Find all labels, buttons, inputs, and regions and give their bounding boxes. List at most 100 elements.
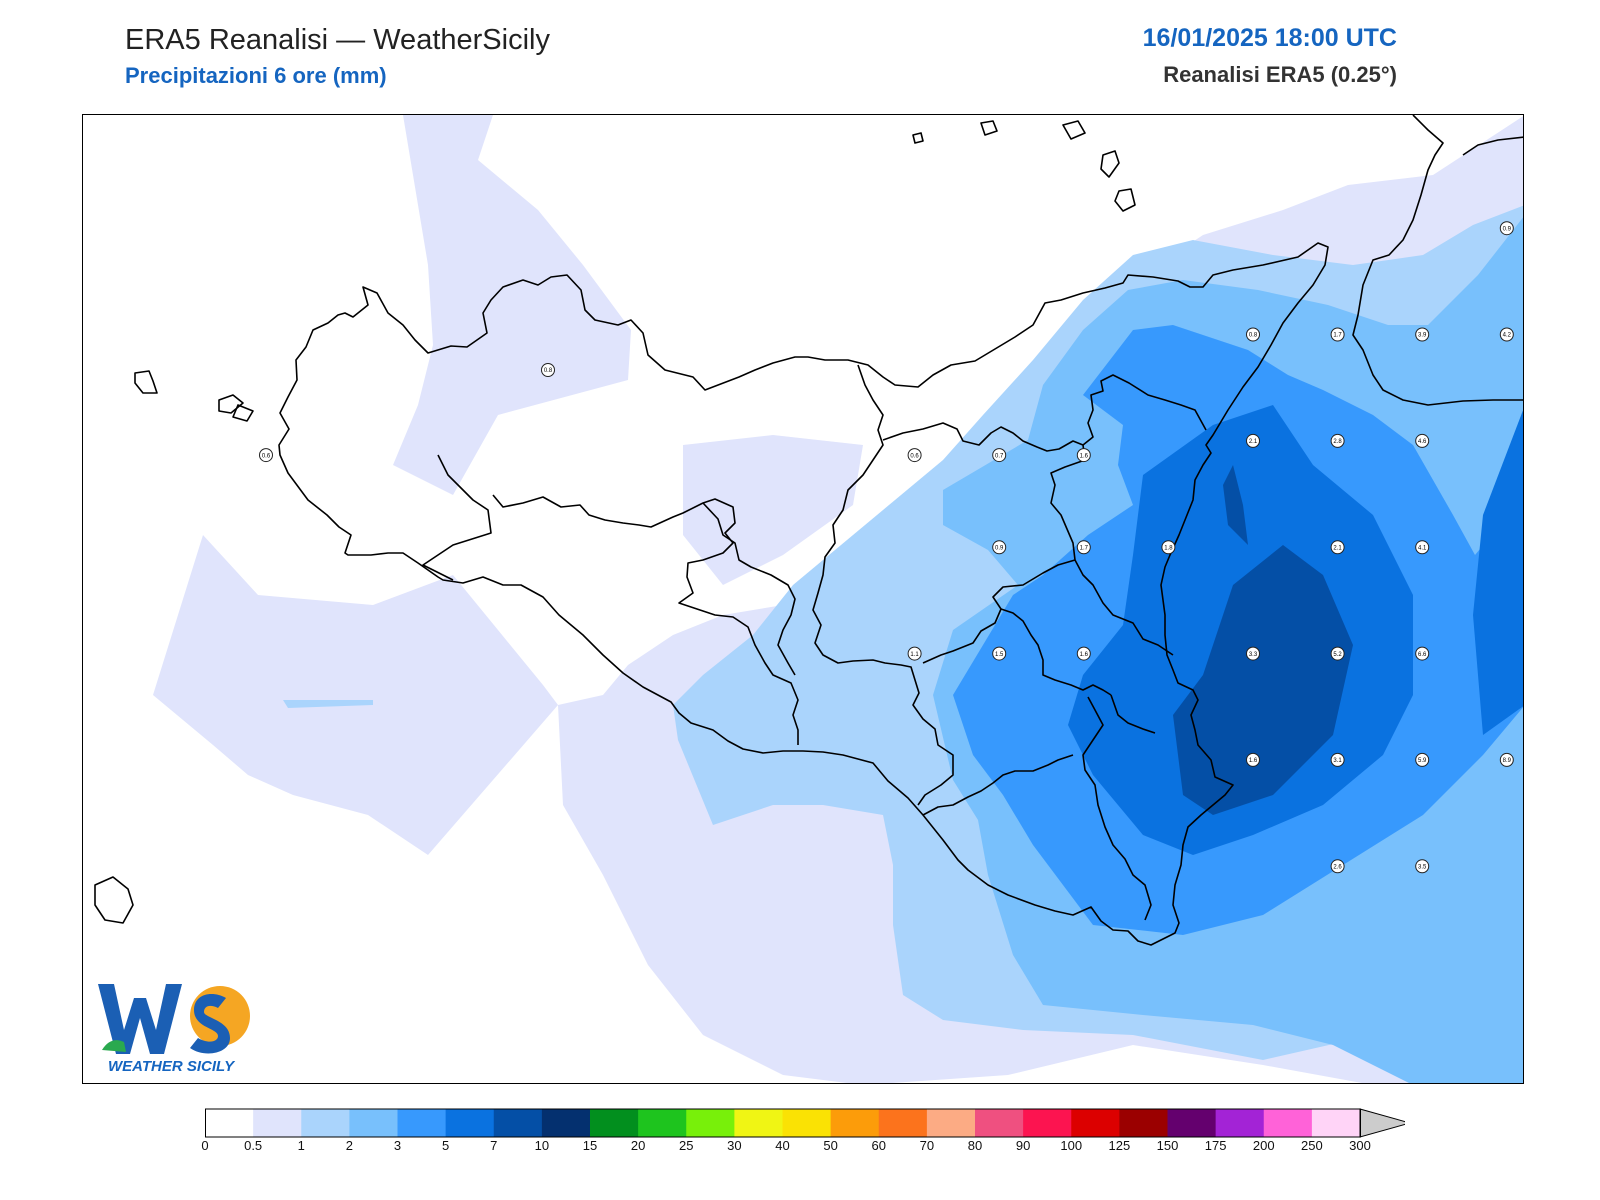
station-value-label: 1.1	[910, 652, 919, 658]
colorbar-swatch	[493, 1109, 543, 1137]
coastline	[94, 115, 1523, 946]
station-value-label: 4.1	[1418, 545, 1427, 551]
station-value: 2.8	[1330, 433, 1345, 448]
colorbar-tick-label: 70	[919, 1138, 935, 1153]
colorbar-swatch	[397, 1109, 447, 1137]
colorbar-swatch	[301, 1109, 350, 1137]
station-value: 2.6	[1330, 859, 1345, 874]
station-value-label: 6.6	[1418, 652, 1427, 658]
station-value: 5.9	[1415, 752, 1430, 767]
station-value: 1.8	[1161, 540, 1176, 555]
weather-sicily-logo	[94, 980, 254, 1074]
station-value-label: 0.8	[544, 368, 553, 374]
colorbar-tick-label: 1	[297, 1138, 305, 1153]
station-value: 3.9	[1415, 327, 1430, 342]
colorbar-swatch	[782, 1109, 832, 1137]
header-right: 16/01/2025 18:00 UTC Reanalisi ERA5 (0.2…	[1143, 24, 1397, 88]
colorbar-swatch	[1071, 1109, 1120, 1137]
colorbar-tick-label: 10	[534, 1138, 550, 1153]
colorbar-swatch	[1215, 1109, 1265, 1137]
station-value-label: 1.6	[1080, 453, 1089, 459]
station-value: 2.1	[1246, 433, 1260, 448]
colorbar-tick-label: 40	[775, 1138, 790, 1153]
colorbar-tick-label: 2	[345, 1138, 353, 1153]
colorbar-swatch	[445, 1109, 495, 1137]
station-value: 8.9	[1499, 752, 1514, 767]
colorbar-tick-label: 3	[393, 1138, 402, 1153]
station-value-label: 1.8	[1164, 545, 1173, 551]
station-value-label: 1.7	[1333, 333, 1342, 339]
colorbar-swatch	[686, 1109, 735, 1137]
station-value-label: 0.9	[1503, 226, 1512, 232]
station-value: 1.7	[1076, 540, 1091, 555]
station-value-label: 0.9	[995, 545, 1004, 551]
colorbar-tick-label: 250	[1301, 1138, 1323, 1153]
colorbar-frame	[205, 1108, 1361, 1138]
colorbar-tick-label: 0.5	[244, 1138, 263, 1153]
station-value-label: 5.9	[1418, 758, 1427, 764]
station-value-label: 2.8	[1333, 439, 1342, 445]
station-value: 3.5	[1415, 859, 1430, 874]
colorbar-swatch	[926, 1109, 976, 1137]
colorbar-tick-label: 5	[442, 1138, 450, 1153]
station-value: 0.9	[1499, 221, 1514, 236]
colorbar-swatch	[541, 1109, 591, 1137]
colorbar-tick-label: 125	[1108, 1138, 1131, 1153]
station-value-label: 1.5	[995, 652, 1004, 658]
colorbar-tick-label: 20	[630, 1138, 646, 1153]
station-value: 4.6	[1415, 433, 1430, 448]
colorbar-swatch	[1311, 1109, 1361, 1137]
colorbar-swatch	[1167, 1109, 1217, 1137]
colorbar-tick-label: 150	[1156, 1138, 1179, 1153]
station-value-label: 0.8	[1249, 333, 1258, 339]
station-value: 1.6	[1076, 448, 1091, 463]
station-value-label: 2.6	[1333, 865, 1342, 871]
colorbar-tick-label: 25	[679, 1138, 694, 1153]
colorbar-swatch	[1023, 1109, 1072, 1137]
station-value: 5.2	[1330, 646, 1345, 661]
map-panel: 0.80.60.60.71.60.81.73.94.20.90.52.12.84…	[82, 114, 1524, 1084]
colorbar-swatch	[1119, 1109, 1169, 1137]
dataset-label: Reanalisi ERA5 (0.25°)	[1163, 62, 1397, 87]
station-value-label: 3.9	[1418, 333, 1427, 339]
station-value: 0.8	[1246, 327, 1260, 342]
precipitation-map: 0.80.60.60.71.60.81.73.94.20.90.52.12.84…	[94, 115, 1523, 1083]
station-value: 4.1	[1415, 540, 1430, 555]
colorbar-tick-label: 300	[1349, 1138, 1371, 1153]
colorbar-swatch	[590, 1109, 639, 1137]
station-value-label: 2.1	[1249, 439, 1258, 445]
station-value: 0.9	[992, 540, 1007, 555]
station-value: 1.7	[1330, 327, 1345, 342]
colorbar-swatch	[975, 1109, 1024, 1137]
header-left: ERA5 Reanalisi — WeatherSicily Precipita…	[125, 24, 550, 89]
colorbar-tick-label: 60	[871, 1138, 886, 1153]
map-title: ERA5 Reanalisi — WeatherSicily	[125, 24, 550, 56]
colorbar-tick-label: 200	[1252, 1138, 1275, 1153]
colorbar-swatch	[1263, 1109, 1313, 1137]
station-value: 1.6	[1246, 752, 1260, 767]
colorbar-tick-label: 100	[1060, 1138, 1083, 1153]
station-value-label: 4.6	[1418, 439, 1427, 445]
precipitation-colorbar	[205, 1108, 1405, 1138]
colorbar-tick-label: 80	[967, 1138, 983, 1153]
colorbar-tick-label: 50	[823, 1138, 838, 1153]
station-value: 4.2	[1499, 327, 1514, 342]
precip-layer-7	[1173, 465, 1353, 815]
station-value: 2.1	[1330, 540, 1345, 555]
map-subtitle: Precipitazioni 6 ore (mm)	[125, 63, 387, 88]
station-value: 0.7	[992, 448, 1007, 463]
station-value: 3.3	[1246, 646, 1260, 661]
colorbar-tick-label: 175	[1204, 1138, 1227, 1153]
colorbar-tick-label: 15	[582, 1138, 598, 1153]
colorbar-swatch	[734, 1109, 784, 1137]
colorbar-tick-label: 0	[201, 1138, 209, 1153]
colorbar-tick-label: 90	[1015, 1138, 1031, 1153]
station-value-label: 5.2	[1333, 652, 1342, 658]
station-value-label: 0.7	[995, 453, 1004, 459]
station-value-label: 0.6	[910, 453, 919, 459]
colorbar-tick-label: 30	[727, 1138, 742, 1153]
logo-text: WEATHER SICILY	[108, 1058, 235, 1075]
colorbar-swatch	[205, 1109, 254, 1137]
station-value: 0.6	[907, 448, 922, 463]
station-value-label: 3.5	[1418, 865, 1427, 871]
